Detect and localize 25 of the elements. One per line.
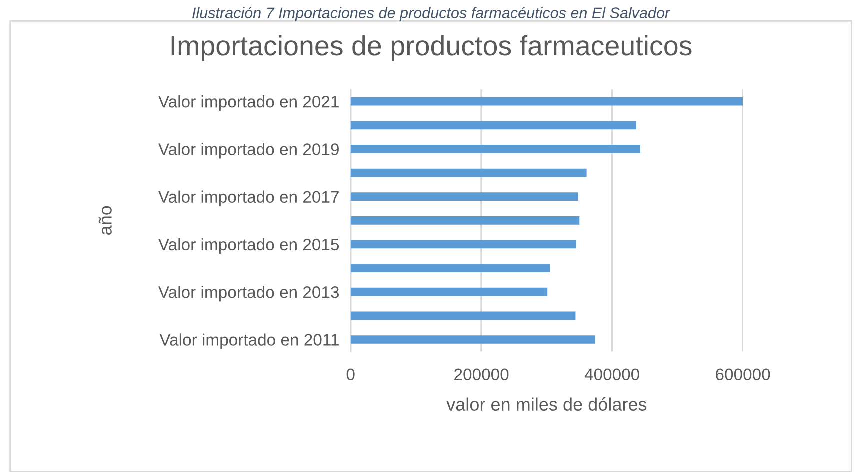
- y-tick-label: Valor importado en 2011: [160, 334, 339, 350]
- bar: [350, 312, 576, 320]
- x-tick-label: 600000: [716, 368, 770, 381]
- bar: [350, 168, 587, 178]
- bar: [350, 145, 640, 154]
- y-tick-label: Valor importado en 2013: [158, 286, 340, 302]
- chart-title: Importaciones de productos farmaceuticos: [172, 35, 692, 62]
- x-tick-label: 400000: [584, 368, 640, 381]
- bar: [350, 121, 636, 130]
- bar: [350, 336, 596, 344]
- bar: [350, 264, 550, 272]
- x-tick-label: 200000: [454, 368, 509, 381]
- bar: [350, 192, 578, 202]
- bar: [350, 97, 744, 106]
- bar: [350, 240, 576, 249]
- bar: [350, 288, 548, 296]
- y-axis-title: año: [98, 206, 112, 235]
- y-tick-label: Valor importado en 2017: [158, 190, 339, 206]
- y-tick-label: Valor importado en 2019: [158, 143, 339, 159]
- y-tick-label: Valor importado en 2021: [158, 96, 339, 112]
- x-axis-title: valor en miles de dólares: [446, 398, 647, 411]
- x-tick-label: 0: [346, 368, 355, 381]
- y-tick-label: Valor importado en 2015: [158, 238, 340, 254]
- bar: [350, 216, 580, 225]
- text: Ilustración 7 Importaciones de productos farmacéuticos en El Salvador: [192, 7, 671, 22]
